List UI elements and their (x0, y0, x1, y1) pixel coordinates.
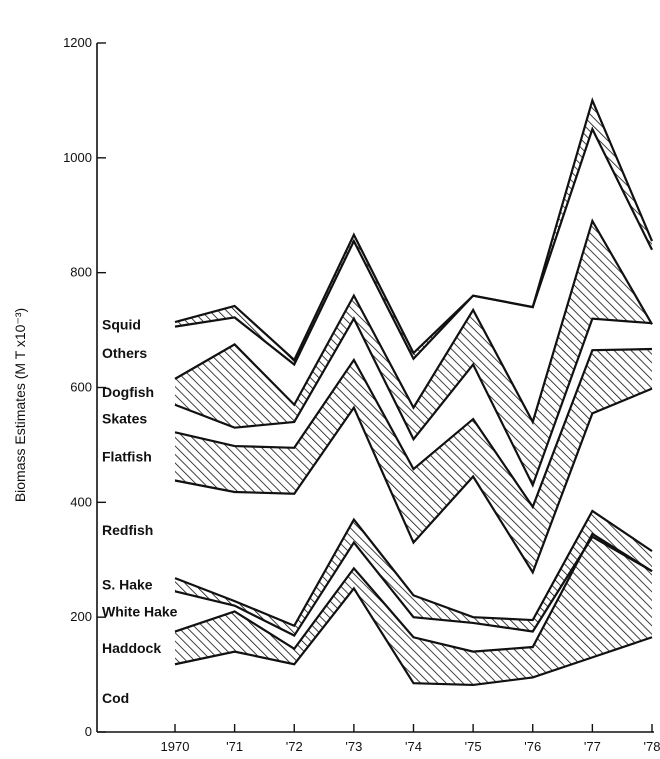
x-tick-label: '77 (584, 739, 601, 754)
x-tick-label: '74 (405, 739, 422, 754)
band-others (175, 129, 652, 422)
y-tick-label: 600 (70, 380, 92, 395)
x-tick-label: '75 (465, 739, 482, 754)
band-cod (175, 588, 652, 732)
x-tick-label: '71 (226, 739, 243, 754)
y-tick-label: 800 (70, 265, 92, 280)
boundary-line-squid (174, 97, 654, 362)
boundary-lines-layer (174, 97, 654, 687)
x-tick-label: 1970 (161, 739, 190, 754)
band-label-skates: Skates (102, 411, 147, 427)
boundary-line-dogfish (174, 218, 653, 425)
x-tick-label: '72 (286, 739, 303, 754)
x-tick-label: '73 (345, 739, 362, 754)
y-tick-label: 200 (70, 609, 92, 624)
band-label-s-hake: S. Hake (102, 577, 153, 593)
y-tick-label: 0 (85, 724, 92, 739)
axes-layer: 0 200 400 600 800 1000 1200 1970 '71 '72 '73 '74 '75… (63, 35, 660, 754)
boundary-line-white-hake (174, 535, 653, 637)
band-label-flatfish: Flatfish (102, 448, 152, 464)
band-white-hake (175, 533, 652, 652)
band-redfish (175, 388, 652, 626)
boundary-line-cod (174, 586, 653, 687)
boundary-line-skates (174, 316, 653, 488)
band-label-cod: Cod (102, 690, 129, 706)
band-skates (175, 318, 652, 507)
band-dogfish (175, 220, 652, 486)
band-label-others: Others (102, 345, 147, 361)
y-tick-label: 1200 (63, 35, 92, 50)
boundary-line-haddock (174, 532, 653, 653)
x-tick-label: '78 (644, 739, 660, 754)
y-axis-label: Biomass Estimates (M T x10⁻³) (12, 308, 28, 502)
band-label-redfish: Redfish (102, 522, 153, 538)
boundary-line-s-hake (174, 509, 653, 628)
band-label-white-hake: White Hake (102, 603, 178, 619)
band-s-hake (175, 510, 652, 636)
band-label-haddock: Haddock (102, 640, 161, 656)
y-tick-label: 400 (70, 494, 92, 509)
x-tick-label: '76 (524, 739, 541, 754)
band-flatfish (175, 349, 652, 573)
boundary-line-redfish (174, 387, 653, 575)
band-label-squid: Squid (102, 316, 141, 332)
band-label-dogfish: Dogfish (102, 384, 154, 400)
band-labels-layer: Cod Haddock White Hake S. Hake Redfish Flatfi… (102, 316, 178, 706)
y-tick-label: 1000 (63, 150, 92, 165)
boundary-line-flatfish (174, 347, 653, 510)
boundary-line-others (174, 126, 653, 367)
